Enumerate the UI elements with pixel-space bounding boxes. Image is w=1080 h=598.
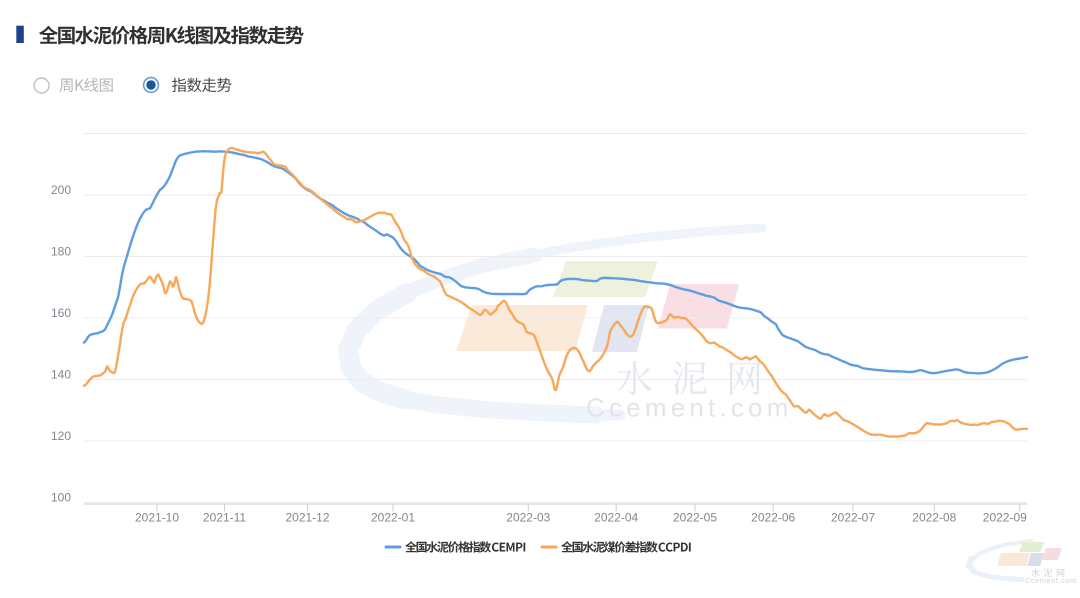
svg-text:Ccement.com: Ccement.com (1025, 576, 1077, 585)
svg-text:2022-09: 2022-09 (983, 511, 1027, 525)
svg-text:2022-01: 2022-01 (371, 511, 415, 525)
svg-text:160: 160 (51, 306, 71, 320)
svg-text:100: 100 (51, 491, 71, 505)
svg-text:140: 140 (51, 368, 71, 382)
svg-text:2021-11: 2021-11 (203, 511, 246, 525)
svg-text:2022-05: 2022-05 (673, 511, 717, 525)
svg-text:2022-04: 2022-04 (594, 511, 638, 525)
svg-text:2022-06: 2022-06 (751, 511, 795, 525)
svg-text:2022-03: 2022-03 (506, 511, 550, 525)
svg-text:2021-12: 2021-12 (285, 511, 329, 525)
svg-text:2022-08: 2022-08 (912, 511, 956, 525)
svg-text:Ccement.com: Ccement.com (586, 393, 793, 423)
svg-text:180: 180 (51, 245, 71, 259)
svg-text:200: 200 (51, 183, 71, 197)
svg-text:120: 120 (51, 429, 71, 443)
svg-text:2022-07: 2022-07 (831, 511, 875, 525)
svg-text:2021-10: 2021-10 (135, 511, 179, 525)
